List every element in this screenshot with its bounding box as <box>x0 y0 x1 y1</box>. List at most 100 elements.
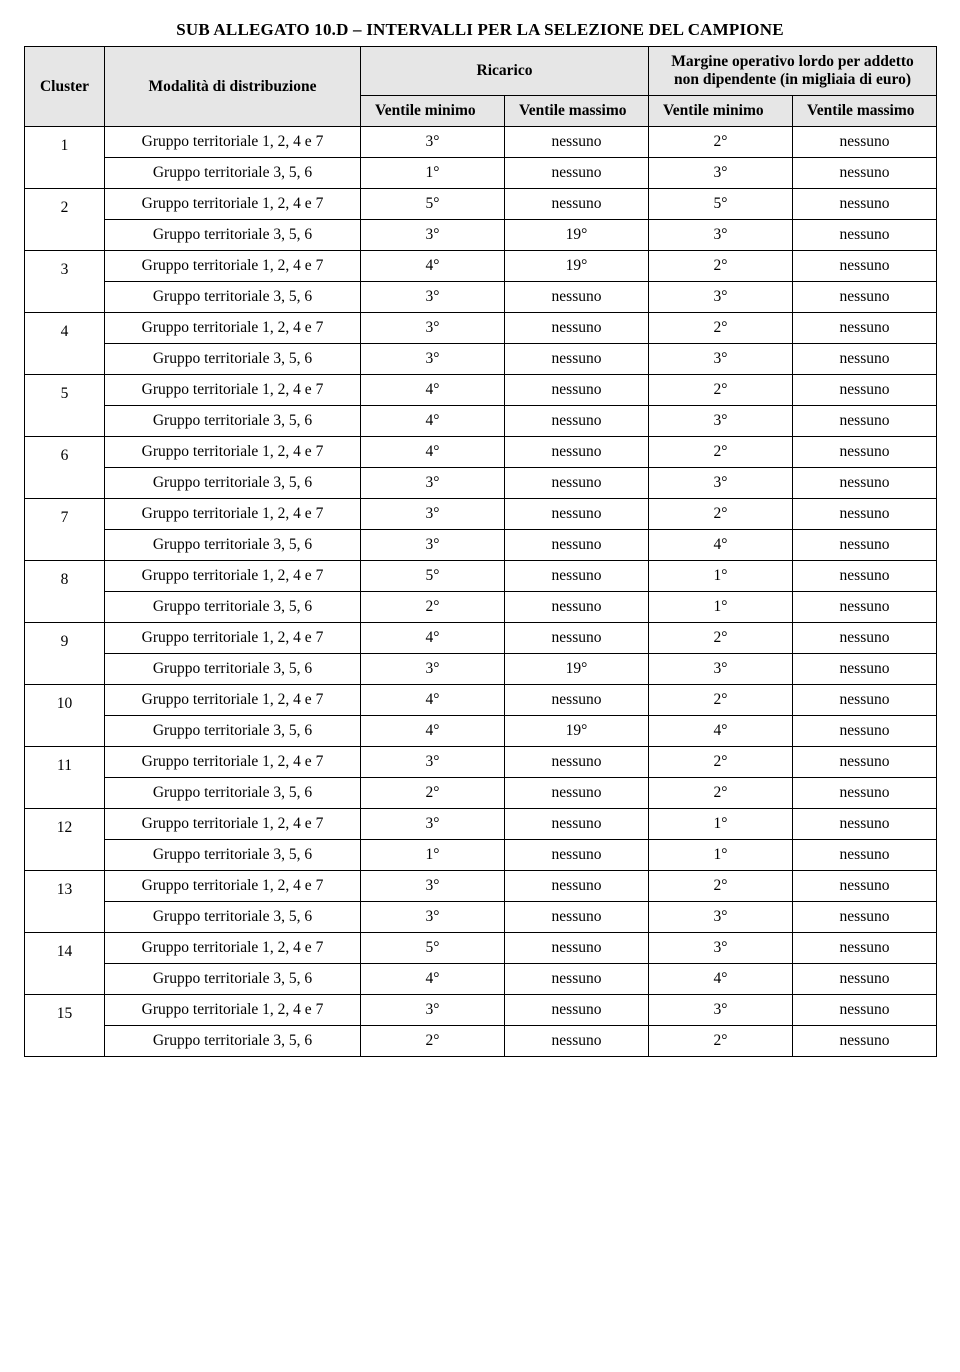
margine-max: nessuno <box>793 964 937 995</box>
ricarico-max: nessuno <box>505 499 649 530</box>
margine-min: 2° <box>649 375 793 406</box>
ricarico-min: 5° <box>361 189 505 220</box>
modal-label: Gruppo territoriale 1, 2, 4 e 7 <box>105 871 361 902</box>
modal-label: Gruppo territoriale 3, 5, 6 <box>105 158 361 189</box>
table-row: Gruppo territoriale 3, 5, 62°nessuno1°ne… <box>25 592 937 623</box>
modal-label: Gruppo territoriale 3, 5, 6 <box>105 406 361 437</box>
modal-label: Gruppo territoriale 3, 5, 6 <box>105 282 361 313</box>
table-row: Gruppo territoriale 3, 5, 64°nessuno4°ne… <box>25 964 937 995</box>
ricarico-max: nessuno <box>505 468 649 499</box>
cluster-id: 13 <box>25 871 105 933</box>
table-row: Gruppo territoriale 3, 5, 61°nessuno3°ne… <box>25 158 937 189</box>
ricarico-max: nessuno <box>505 747 649 778</box>
ricarico-min: 5° <box>361 933 505 964</box>
modal-label: Gruppo territoriale 1, 2, 4 e 7 <box>105 623 361 654</box>
ricarico-min: 3° <box>361 313 505 344</box>
table-row: Gruppo territoriale 3, 5, 64°19°4°nessun… <box>25 716 937 747</box>
modal-label: Gruppo territoriale 1, 2, 4 e 7 <box>105 809 361 840</box>
table-row: 14Gruppo territoriale 1, 2, 4 e 75°nessu… <box>25 933 937 964</box>
ricarico-max: nessuno <box>505 933 649 964</box>
modal-label: Gruppo territoriale 3, 5, 6 <box>105 592 361 623</box>
margine-max: nessuno <box>793 871 937 902</box>
ricarico-min: 2° <box>361 1026 505 1057</box>
margine-min: 2° <box>649 251 793 282</box>
cluster-id: 10 <box>25 685 105 747</box>
table-row: Gruppo territoriale 3, 5, 63°nessuno4°ne… <box>25 530 937 561</box>
modal-label: Gruppo territoriale 3, 5, 6 <box>105 654 361 685</box>
margine-max: nessuno <box>793 840 937 871</box>
ricarico-max: nessuno <box>505 313 649 344</box>
cluster-id: 12 <box>25 809 105 871</box>
margine-min: 2° <box>649 1026 793 1057</box>
cluster-id: 1 <box>25 127 105 189</box>
modal-label: Gruppo territoriale 1, 2, 4 e 7 <box>105 189 361 220</box>
modal-label: Gruppo territoriale 3, 5, 6 <box>105 902 361 933</box>
margine-max: nessuno <box>793 251 937 282</box>
modal-label: Gruppo territoriale 1, 2, 4 e 7 <box>105 437 361 468</box>
margine-max: nessuno <box>793 623 937 654</box>
margine-min: 2° <box>649 313 793 344</box>
ricarico-max: nessuno <box>505 437 649 468</box>
ricarico-min: 3° <box>361 344 505 375</box>
table-row: Gruppo territoriale 3, 5, 63°19°3°nessun… <box>25 654 937 685</box>
margine-max: nessuno <box>793 716 937 747</box>
margine-min: 4° <box>649 716 793 747</box>
cluster-id: 6 <box>25 437 105 499</box>
ricarico-min: 5° <box>361 561 505 592</box>
margine-max: nessuno <box>793 685 937 716</box>
margine-max: nessuno <box>793 220 937 251</box>
margine-max: nessuno <box>793 530 937 561</box>
ricarico-min: 1° <box>361 158 505 189</box>
ricarico-min: 3° <box>361 499 505 530</box>
ricarico-max: nessuno <box>505 809 649 840</box>
ricarico-max: nessuno <box>505 1026 649 1057</box>
table-row: 5Gruppo territoriale 1, 2, 4 e 74°nessun… <box>25 375 937 406</box>
table-row: 11Gruppo territoriale 1, 2, 4 e 73°nessu… <box>25 747 937 778</box>
cluster-id: 11 <box>25 747 105 809</box>
margine-min: 1° <box>649 840 793 871</box>
margine-min: 3° <box>649 468 793 499</box>
table-row: Gruppo territoriale 3, 5, 63°nessuno3°ne… <box>25 468 937 499</box>
modal-label: Gruppo territoriale 1, 2, 4 e 7 <box>105 499 361 530</box>
ricarico-min: 4° <box>361 716 505 747</box>
margine-min: 4° <box>649 964 793 995</box>
margine-min: 2° <box>649 871 793 902</box>
modal-label: Gruppo territoriale 3, 5, 6 <box>105 1026 361 1057</box>
col-ricarico-min: Ventile minimo <box>361 96 505 127</box>
cluster-id: 2 <box>25 189 105 251</box>
ricarico-max: nessuno <box>505 375 649 406</box>
table-row: 4Gruppo territoriale 1, 2, 4 e 73°nessun… <box>25 313 937 344</box>
modal-label: Gruppo territoriale 1, 2, 4 e 7 <box>105 313 361 344</box>
ricarico-max: 19° <box>505 654 649 685</box>
ricarico-max: nessuno <box>505 778 649 809</box>
ricarico-max: nessuno <box>505 964 649 995</box>
table-row: 7Gruppo territoriale 1, 2, 4 e 73°nessun… <box>25 499 937 530</box>
modal-label: Gruppo territoriale 3, 5, 6 <box>105 778 361 809</box>
modal-label: Gruppo territoriale 1, 2, 4 e 7 <box>105 375 361 406</box>
ricarico-min: 4° <box>361 406 505 437</box>
margine-min: 1° <box>649 561 793 592</box>
margine-max: nessuno <box>793 437 937 468</box>
margine-min: 3° <box>649 344 793 375</box>
ricarico-min: 3° <box>361 282 505 313</box>
margine-min: 2° <box>649 499 793 530</box>
table-row: 6Gruppo territoriale 1, 2, 4 e 74°nessun… <box>25 437 937 468</box>
modal-label: Gruppo territoriale 1, 2, 4 e 7 <box>105 251 361 282</box>
margine-min: 3° <box>649 220 793 251</box>
ricarico-max: 19° <box>505 716 649 747</box>
margine-max: nessuno <box>793 592 937 623</box>
ricarico-min: 4° <box>361 964 505 995</box>
cluster-id: 15 <box>25 995 105 1057</box>
margine-max: nessuno <box>793 902 937 933</box>
margine-min: 3° <box>649 406 793 437</box>
margine-max: nessuno <box>793 778 937 809</box>
modal-label: Gruppo territoriale 3, 5, 6 <box>105 716 361 747</box>
col-margine-min: Ventile minimo <box>649 96 793 127</box>
ricarico-min: 3° <box>361 995 505 1026</box>
table-row: 2Gruppo territoriale 1, 2, 4 e 75°nessun… <box>25 189 937 220</box>
ricarico-max: nessuno <box>505 344 649 375</box>
margine-min: 2° <box>649 127 793 158</box>
margine-min: 3° <box>649 995 793 1026</box>
ricarico-max: nessuno <box>505 685 649 716</box>
ricarico-max: nessuno <box>505 871 649 902</box>
